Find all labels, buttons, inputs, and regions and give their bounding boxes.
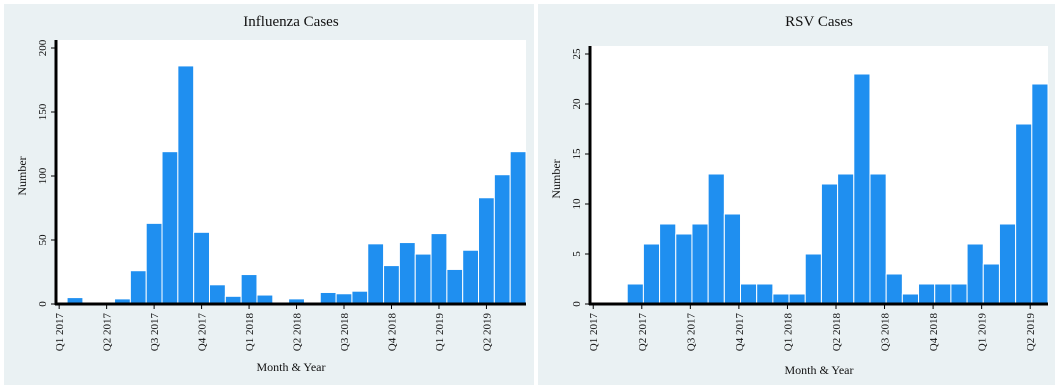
influenza-y-tick-label-4: 200 xyxy=(37,39,49,56)
influenza-bar-22 xyxy=(414,253,432,305)
rsv-y-tick-label-5: 25 xyxy=(571,48,583,60)
rsv-bar-3 xyxy=(642,243,661,305)
influenza-y-tick-label-1: 50 xyxy=(37,234,49,246)
rsv-bar-7 xyxy=(707,173,725,305)
influenza-bar-16 xyxy=(319,291,337,305)
influenza-bar-6 xyxy=(161,151,179,305)
rsv-bar-5 xyxy=(675,233,693,305)
influenza-bar-28 xyxy=(509,151,527,305)
rsv-bar-16 xyxy=(853,73,871,305)
influenza-bar-5 xyxy=(145,222,163,305)
influenza-title: Influenza Cases xyxy=(243,14,339,30)
rsv-x-tick-label-1: Q2 2017 xyxy=(637,313,649,352)
influenza-x-tick-label-2: Q3 2017 xyxy=(149,313,161,352)
influenza-x-tick-label-0: Q1 2017 xyxy=(54,313,66,352)
rsv-chart-panel: RSV Cases Number Month & Year 0 5 10 15 20 25 Q1 … xyxy=(538,4,1055,385)
influenza-y-tick-label-0: 0 xyxy=(37,301,49,307)
rsv-x-tick-label-4: Q1 2018 xyxy=(782,313,794,352)
rsv-bar-22 xyxy=(950,283,968,305)
influenza-bar-25 xyxy=(462,249,480,305)
influenza-x-tick-label-6: Q3 2018 xyxy=(339,313,351,352)
influenza-chart-panel: Influenza Cases Number Month & Year 0 50 100 1… xyxy=(4,4,534,385)
influenza-x-tick-label-9: Q2 2019 xyxy=(481,313,493,352)
rsv-bar-17 xyxy=(869,173,887,305)
influenza-x-tick-label-7: Q4 2018 xyxy=(386,313,398,352)
rsv-x-tick-label-2: Q3 2017 xyxy=(685,313,697,352)
rsv-y-tick-label-3: 15 xyxy=(571,148,583,160)
rsv-y-tick-label-0: 0 xyxy=(571,301,583,307)
influenza-bar-8 xyxy=(193,231,211,305)
rsv-x-tick-label-8: Q1 2019 xyxy=(977,313,989,352)
influenza-x-tick-label-3: Q4 2017 xyxy=(197,313,209,352)
influenza-bar-23 xyxy=(430,233,448,305)
influenza-bar-20 xyxy=(383,265,400,305)
rsv-bar-8 xyxy=(723,213,742,305)
rsv-bar-21 xyxy=(934,283,952,305)
rsv-x-tick-label-7: Q4 2018 xyxy=(928,313,940,352)
influenza-bar-18 xyxy=(351,290,369,305)
influenza-x-tick-label-5: Q2 2018 xyxy=(292,313,304,352)
influenza-bar-21 xyxy=(398,242,416,305)
rsv-bar-24 xyxy=(982,263,1000,305)
rsv-bar-25 xyxy=(998,223,1017,305)
rsv-bar-18 xyxy=(885,273,903,305)
rsv-x-tick-label-0: Q1 2017 xyxy=(588,313,600,352)
rsv-y-tick-label-4: 20 xyxy=(571,98,583,110)
rsv-bar-10 xyxy=(756,283,774,305)
rsv-bar-15 xyxy=(837,173,855,305)
rsv-x-tick-label-3: Q4 2017 xyxy=(734,313,746,352)
rsv-x-tick-label-9: Q2 2019 xyxy=(1025,313,1037,352)
influenza-x-tick-label-4: Q1 2018 xyxy=(244,313,256,352)
influenza-bar-11 xyxy=(240,274,258,305)
rsv-y-tick-label-1: 5 xyxy=(571,251,583,257)
rsv-x-tick-label-6: Q3 2018 xyxy=(880,313,892,352)
rsv-bar-20 xyxy=(918,283,936,305)
influenza-y-tick-label-2: 100 xyxy=(37,167,49,184)
influenza-x-tick-label-8: Q1 2019 xyxy=(434,313,446,352)
rsv-bar-27 xyxy=(1031,83,1049,305)
influenza-x-tick-label-1: Q2 2017 xyxy=(102,313,114,352)
influenza-bar-17 xyxy=(335,293,353,305)
influenza-bar-19 xyxy=(367,243,385,305)
rsv-bar-23 xyxy=(966,243,984,305)
rsv-title: RSV Cases xyxy=(785,14,853,30)
rsv-bar-26 xyxy=(1015,123,1033,305)
influenza-bar-26 xyxy=(478,197,495,305)
rsv-bar-9 xyxy=(740,283,758,305)
influenza-x-axis-label: Month & Year xyxy=(256,360,325,374)
influenza-bar-7 xyxy=(177,65,195,305)
rsv-bar-6 xyxy=(691,223,709,305)
rsv-chart: RSV Cases Number Month & Year 0 5 10 15 20 25 Q1 … xyxy=(549,14,1049,377)
influenza-y-tick-label-3: 150 xyxy=(37,103,49,120)
influenza-chart: Influenza Cases Number Month & Year 0 50 100 1… xyxy=(15,14,527,374)
rsv-bar-13 xyxy=(804,253,822,305)
influenza-bar-24 xyxy=(446,268,464,305)
influenza-plot-area xyxy=(56,40,526,304)
rsv-bar-2 xyxy=(626,283,644,305)
rsv-x-axis-label: Month & Year xyxy=(784,363,853,377)
influenza-bar-27 xyxy=(493,174,511,305)
rsv-bar-14 xyxy=(820,183,839,305)
influenza-bar-4 xyxy=(129,270,147,305)
influenza-y-axis-label: Number xyxy=(15,156,29,195)
rsv-x-tick-label-5: Q2 2018 xyxy=(831,313,843,352)
rsv-y-tick-label-2: 10 xyxy=(571,198,583,210)
rsv-bar-4 xyxy=(659,223,677,305)
influenza-bar-9 xyxy=(209,284,226,305)
rsv-y-axis-label: Number xyxy=(549,159,563,198)
